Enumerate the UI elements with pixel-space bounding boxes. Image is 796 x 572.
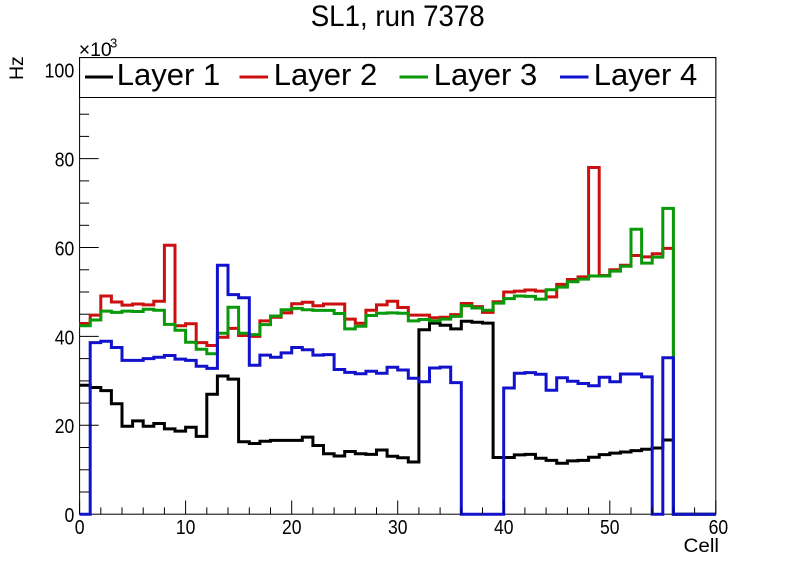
svg-text:Layer 1: Layer 1 — [117, 57, 220, 92]
svg-text:30: 30 — [388, 517, 408, 539]
svg-text:0: 0 — [75, 517, 85, 539]
svg-text:40: 40 — [494, 517, 514, 539]
svg-text:3: 3 — [110, 35, 117, 50]
svg-text:40: 40 — [55, 327, 75, 349]
svg-text:20: 20 — [282, 517, 302, 539]
svg-text:Cell: Cell — [684, 535, 720, 557]
svg-text:100: 100 — [45, 61, 75, 83]
svg-text:80: 80 — [55, 150, 75, 172]
svg-text:50: 50 — [600, 517, 620, 539]
svg-text:×10: ×10 — [79, 39, 112, 61]
svg-text:60: 60 — [709, 517, 729, 539]
svg-text:SL1, run 7378: SL1, run 7378 — [311, 0, 485, 33]
svg-text:Hz: Hz — [6, 56, 28, 80]
svg-text:Layer 4: Layer 4 — [594, 57, 697, 92]
svg-text:0: 0 — [65, 505, 75, 527]
svg-text:10: 10 — [176, 517, 196, 539]
svg-text:20: 20 — [55, 416, 75, 438]
svg-text:60: 60 — [55, 238, 75, 260]
svg-text:Layer 3: Layer 3 — [434, 57, 537, 92]
svg-text:Layer 2: Layer 2 — [274, 57, 377, 92]
